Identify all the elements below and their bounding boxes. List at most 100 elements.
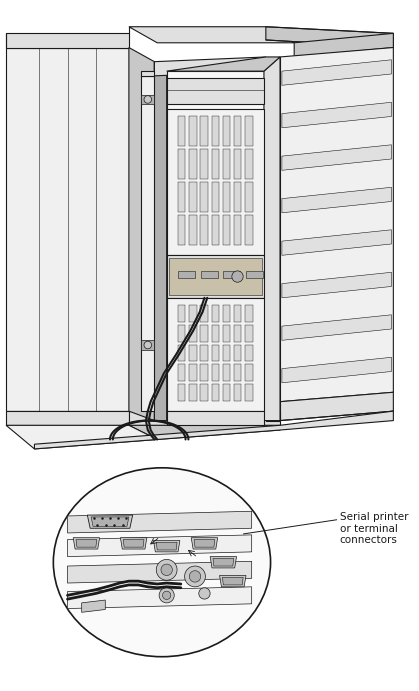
Polygon shape xyxy=(282,230,391,255)
Circle shape xyxy=(185,566,205,587)
Circle shape xyxy=(144,95,152,103)
Polygon shape xyxy=(245,182,253,212)
Polygon shape xyxy=(234,149,241,179)
Polygon shape xyxy=(223,384,230,401)
Polygon shape xyxy=(210,556,237,568)
Polygon shape xyxy=(129,425,280,439)
Polygon shape xyxy=(280,392,393,421)
Circle shape xyxy=(199,588,210,599)
Polygon shape xyxy=(264,57,280,421)
Polygon shape xyxy=(212,117,219,146)
Text: Serial printer: Serial printer xyxy=(339,512,408,522)
Polygon shape xyxy=(178,215,186,245)
Polygon shape xyxy=(178,345,186,361)
Polygon shape xyxy=(213,558,234,566)
Polygon shape xyxy=(245,384,253,401)
Polygon shape xyxy=(6,411,129,425)
Polygon shape xyxy=(200,384,208,401)
Polygon shape xyxy=(282,315,391,340)
Polygon shape xyxy=(212,325,219,342)
Polygon shape xyxy=(129,27,294,43)
Circle shape xyxy=(144,341,152,349)
Polygon shape xyxy=(245,149,253,179)
Polygon shape xyxy=(282,187,391,213)
Polygon shape xyxy=(76,540,97,547)
Polygon shape xyxy=(189,182,197,212)
Polygon shape xyxy=(178,271,195,278)
Polygon shape xyxy=(222,578,243,585)
Polygon shape xyxy=(266,57,280,421)
Circle shape xyxy=(232,271,243,282)
Polygon shape xyxy=(154,61,167,421)
Polygon shape xyxy=(168,258,262,295)
Polygon shape xyxy=(67,535,252,556)
Polygon shape xyxy=(6,425,157,449)
Polygon shape xyxy=(167,411,264,425)
Polygon shape xyxy=(223,325,230,342)
Polygon shape xyxy=(223,305,230,322)
Polygon shape xyxy=(87,515,133,528)
Polygon shape xyxy=(167,71,264,421)
Circle shape xyxy=(163,591,171,600)
Polygon shape xyxy=(154,57,266,76)
Circle shape xyxy=(189,571,201,582)
Polygon shape xyxy=(141,71,154,76)
Polygon shape xyxy=(200,149,208,179)
Polygon shape xyxy=(67,561,252,583)
Polygon shape xyxy=(223,215,230,245)
Polygon shape xyxy=(178,182,186,212)
Polygon shape xyxy=(67,587,252,609)
Polygon shape xyxy=(212,345,219,361)
Polygon shape xyxy=(189,364,197,381)
Polygon shape xyxy=(245,364,253,381)
Polygon shape xyxy=(200,117,208,146)
Polygon shape xyxy=(189,305,197,322)
Polygon shape xyxy=(194,540,215,547)
Polygon shape xyxy=(212,182,219,212)
Polygon shape xyxy=(223,364,230,381)
Polygon shape xyxy=(141,340,154,350)
Ellipse shape xyxy=(53,468,271,656)
Polygon shape xyxy=(201,271,218,278)
Polygon shape xyxy=(245,215,253,245)
Polygon shape xyxy=(189,149,197,179)
Polygon shape xyxy=(234,325,241,342)
Polygon shape xyxy=(234,117,241,146)
Polygon shape xyxy=(245,117,253,146)
Polygon shape xyxy=(189,325,197,342)
Polygon shape xyxy=(245,345,253,361)
Polygon shape xyxy=(129,411,280,425)
Polygon shape xyxy=(200,215,208,245)
Polygon shape xyxy=(189,345,197,361)
Polygon shape xyxy=(212,384,219,401)
Polygon shape xyxy=(212,305,219,322)
Polygon shape xyxy=(189,215,197,245)
Polygon shape xyxy=(212,364,219,381)
Polygon shape xyxy=(212,215,219,245)
Polygon shape xyxy=(178,305,186,322)
Polygon shape xyxy=(123,540,144,547)
Polygon shape xyxy=(178,325,186,342)
Polygon shape xyxy=(167,78,264,104)
Polygon shape xyxy=(223,182,230,212)
Polygon shape xyxy=(282,272,391,298)
Polygon shape xyxy=(246,271,263,278)
Polygon shape xyxy=(223,345,230,361)
Polygon shape xyxy=(6,33,129,48)
Polygon shape xyxy=(223,271,241,278)
Polygon shape xyxy=(120,538,147,549)
Polygon shape xyxy=(282,145,391,170)
Polygon shape xyxy=(223,149,230,179)
Polygon shape xyxy=(282,102,391,128)
Text: or terminal: or terminal xyxy=(339,524,397,533)
Polygon shape xyxy=(280,48,393,401)
Polygon shape xyxy=(178,149,186,179)
Polygon shape xyxy=(34,411,393,449)
Polygon shape xyxy=(6,48,129,411)
Polygon shape xyxy=(82,600,105,612)
Polygon shape xyxy=(245,305,253,322)
Polygon shape xyxy=(266,27,393,48)
Polygon shape xyxy=(167,255,264,298)
Polygon shape xyxy=(200,182,208,212)
Polygon shape xyxy=(234,182,241,212)
